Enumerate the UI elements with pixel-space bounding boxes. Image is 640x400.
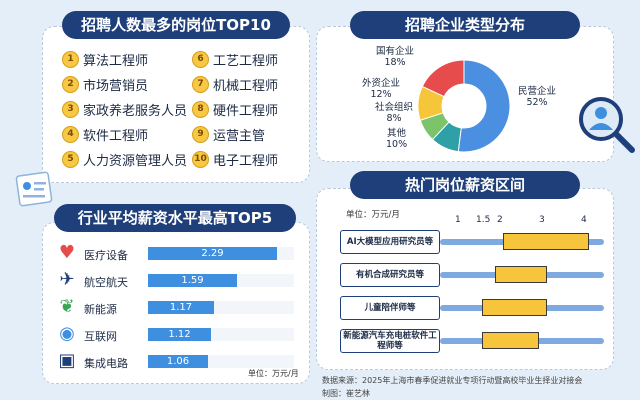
range-tick-label: 3: [539, 215, 545, 225]
pie-slice-name: 外资企业: [362, 78, 401, 89]
top10-item-label: 算法工程师: [83, 54, 149, 69]
salary-value-label: 1.17: [169, 302, 193, 313]
salary-category-label: 医疗设备: [84, 249, 128, 262]
rank-medal-icon: 1: [62, 51, 79, 68]
pie-slice-name: 民营企业: [518, 86, 557, 97]
top10-item-label: 机械工程师: [213, 79, 279, 94]
salary-category-label: 集成电路: [84, 357, 128, 370]
top10-item-label: 工艺工程师: [213, 54, 279, 69]
rank-medal-icon: 6: [192, 51, 209, 68]
salary-value-label: 1.12: [168, 329, 191, 340]
salary-category-label: 互联网: [84, 330, 117, 343]
leaf-energy-icon: ❦: [59, 296, 75, 317]
top10-panel: [42, 26, 310, 183]
range-tick-label: 4: [581, 215, 587, 225]
range-category-label: 有机合成研究员等: [340, 263, 440, 287]
pie-slice-percent: 18%: [384, 57, 406, 68]
top10-item-label: 硬件工程师: [213, 104, 279, 119]
salary-value-label: 2.29: [201, 248, 224, 259]
salary-category-label: 新能源: [84, 303, 117, 316]
pie-slice-label: 民营企业 52%: [518, 86, 556, 108]
rank-medal-icon: 5: [62, 151, 79, 168]
range-category-label: 儿童陪伴师等: [340, 296, 440, 320]
globe-internet-icon: ◉: [59, 323, 75, 344]
resume-icon: [15, 171, 53, 207]
pie-slice: [457, 59, 511, 153]
range-category-label: 新能源汽车充电桩软件工程师等: [340, 329, 440, 353]
top10-item-label: 电子工程师: [213, 154, 279, 169]
pie-slice-label: 国有企业 18%: [376, 46, 414, 68]
rank-medal-icon: 7: [192, 76, 209, 93]
top10-item-label: 软件工程师: [83, 129, 149, 144]
pie-slice-percent: 10%: [386, 139, 408, 150]
pie-slice-label: 社会组织 8%: [375, 102, 413, 124]
pie-slice-name: 国有企业: [376, 46, 415, 57]
salary-title: 行业平均薪资水平最高TOP5: [54, 204, 296, 232]
top10-item-label: 家政养老服务人员: [83, 104, 188, 119]
footer-author: 制图：崔艺林: [322, 389, 370, 398]
range-tick-label: 1.5: [476, 215, 491, 225]
enterprise-title: 招聘企业类型分布: [350, 11, 580, 39]
salary-bar: [148, 301, 214, 314]
pie-slice-percent: 52%: [526, 97, 548, 108]
top10-title: 招聘人数最多的岗位TOP10: [62, 11, 290, 39]
range-bar: [503, 233, 589, 250]
range-category-label: AI大模型应用研究员等: [340, 230, 440, 254]
ranges-unit: 单位：万元/月: [346, 210, 400, 220]
pie-slice-name: 其他: [387, 128, 407, 139]
salary-bar: [148, 274, 237, 287]
rank-medal-icon: 4: [62, 126, 79, 143]
magnifier-person-icon: [579, 97, 635, 153]
rank-medal-icon: 10: [192, 151, 209, 168]
range-bar: [482, 332, 539, 349]
range-tick-label: 2: [497, 215, 503, 225]
footer-source: 数据来源：2025年上海市春季促进就业专项行动暨高校毕业生择业对接会: [322, 376, 583, 385]
chip-icon: ▣: [58, 350, 76, 371]
medical-heart-icon: ♥: [58, 242, 76, 263]
salary-value-label: 1.06: [166, 356, 190, 367]
top10-item-label: 市场营销员: [83, 79, 149, 94]
pie-slice-label: 其他 10%: [386, 128, 407, 150]
pie-slice-percent: 12%: [370, 89, 392, 100]
pie-slice-label: 外资企业 12%: [362, 78, 400, 100]
airplane-icon: ✈: [59, 269, 75, 290]
pie-slice-name: 社会组织: [375, 102, 414, 113]
rank-medal-icon: 2: [62, 76, 79, 93]
ranges-title: 热门岗位薪资区间: [350, 171, 580, 199]
range-tick-label: 1: [455, 215, 461, 225]
salary-bar: [148, 355, 208, 368]
top10-item-label: 人力资源管理人员: [83, 154, 188, 169]
rank-medal-icon: 8: [192, 101, 209, 118]
salary-bar: [148, 328, 211, 341]
pie-slice-percent: 8%: [386, 113, 402, 124]
range-bar: [495, 266, 547, 283]
rank-medal-icon: 3: [62, 101, 79, 118]
salary-bar: [148, 247, 277, 260]
rank-medal-icon: 9: [192, 126, 209, 143]
range-bar: [482, 299, 547, 316]
salary-unit: 单位：万元/月: [248, 369, 299, 378]
enterprise-pie-chart: [417, 59, 511, 153]
salary-value-label: 1.59: [181, 275, 204, 286]
pie-slice: [421, 59, 465, 98]
salary-category-label: 航空航天: [84, 276, 128, 289]
top10-item-label: 运营主管: [213, 129, 266, 144]
